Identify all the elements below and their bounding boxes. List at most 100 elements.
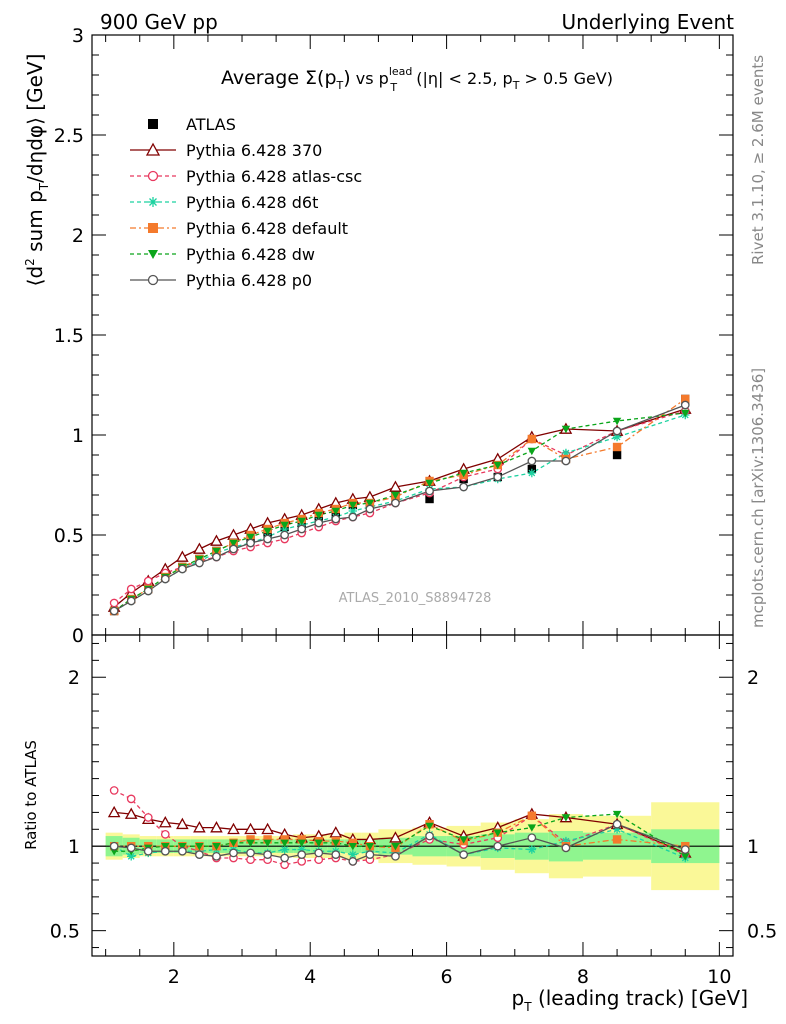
legend-label: Pythia 6.428 atlas-csc: [186, 167, 362, 186]
ratio-ylabel: Ratio to ATLAS: [22, 740, 40, 850]
data-point: [126, 596, 136, 606]
ratio-point: [331, 850, 341, 859]
ratio-point: [527, 811, 537, 820]
ratio-point: [329, 826, 343, 838]
ratio-point: [297, 845, 306, 854]
ratio-point: [210, 821, 223, 833]
ratio-point: [229, 848, 238, 858]
title-part: > 0.5 GeV): [519, 69, 613, 88]
data-point: [493, 461, 502, 470]
ratio-point: [527, 833, 537, 843]
header-right: Underlying Event: [561, 10, 734, 34]
analysis-watermark: ATLAS_2010_S8894728: [339, 591, 492, 606]
main-panel: 00.511.522.53 Average Σ(pT) vs plead T (|…: [23, 25, 734, 647]
y-tick-label: 2: [72, 225, 84, 247]
y-tick-label: 2.5: [54, 125, 84, 147]
data-point: [195, 558, 204, 568]
ratio-point: [348, 850, 358, 859]
data-point: [229, 544, 238, 554]
ratio-point: [143, 846, 153, 856]
data-point: [348, 512, 358, 522]
data-point: [527, 456, 537, 466]
ratio-point: [212, 842, 221, 851]
data-point: [391, 491, 400, 500]
ratio-y-tick-label-right: 2: [747, 667, 759, 689]
data-point: [425, 494, 434, 504]
data-point: [681, 409, 690, 418]
data-point: [193, 542, 206, 554]
title-part: Average: [221, 67, 305, 89]
series-line: [113, 408, 686, 608]
ratio-point: [263, 850, 272, 859]
data-point: [212, 552, 221, 562]
ratio-point: [109, 786, 119, 795]
data-point: [612, 417, 622, 426]
ratio-point: [159, 815, 172, 828]
ratio-point: [212, 851, 221, 861]
data-point: [493, 472, 503, 482]
x-tick-label: 4: [304, 966, 316, 988]
ratio-point: [348, 842, 358, 851]
ratio-point: [143, 813, 153, 822]
ratio-point: [612, 825, 622, 834]
ratio-point: [160, 846, 170, 856]
legend-marker: [147, 274, 159, 286]
ratio-point: [493, 829, 502, 837]
header-left: 900 GeV pp: [100, 10, 218, 34]
ylabel-part: T: [37, 182, 51, 191]
ratio-point: [263, 835, 272, 844]
ratio-point: [246, 848, 255, 858]
data-point: [246, 533, 255, 542]
ratio-point: [297, 839, 306, 848]
y-tick-label: 0.5: [54, 525, 84, 547]
data-point: [160, 574, 170, 584]
ratio-point: [126, 843, 136, 853]
ratio-point: [391, 851, 400, 861]
data-point: [178, 564, 187, 574]
data-point: [612, 426, 622, 436]
data-point: [280, 530, 289, 540]
ratio-point: [612, 819, 622, 829]
legend-label: ATLAS: [186, 115, 236, 134]
legend-marker: [148, 223, 158, 233]
main-ylabel: ⟨d2 sum pT/dηdφ⟩ [GeV]: [23, 54, 51, 287]
main-series-layer: [107, 394, 692, 616]
ratio-point: [561, 843, 571, 853]
data-point: [561, 456, 571, 466]
ratio-point: [459, 836, 468, 844]
data-point: [612, 432, 622, 442]
y-tick-label: 0: [72, 625, 84, 647]
data-point: [280, 521, 289, 530]
ratio-point: [389, 831, 402, 843]
data-point: [527, 468, 537, 478]
ratio-point: [109, 841, 119, 851]
data-point: [297, 524, 307, 534]
ratio-point: [107, 805, 121, 818]
data-point: [425, 479, 434, 488]
ratio-point: [280, 845, 289, 854]
data-point: [210, 534, 223, 546]
main-title: Average Σ(pT) vs plead T (|η| < 2.5, pT >…: [221, 65, 613, 94]
ratio-point: [493, 841, 503, 851]
ratio-point: [348, 838, 358, 848]
ratio-series-layer: [107, 786, 692, 870]
ratio-point: [612, 810, 622, 819]
legend: ATLAS Pythia 6.428 370 Pythia 6.428 atlas-…: [130, 115, 362, 290]
data-point: [176, 550, 189, 562]
legend-label: Pythia 6.428 dw: [186, 245, 315, 264]
ratio-frame: [91, 634, 734, 957]
data-point: [391, 498, 400, 508]
ratio-point: [391, 842, 400, 851]
ratio-point: [126, 794, 136, 804]
ratio-point: [331, 839, 340, 848]
ratio-panel: 0.5 0.5 1 1 2 2 2 4 6 8 10 Ratio to ATLAS pT (lead…: [22, 634, 777, 1014]
ratio-point: [527, 845, 537, 854]
legend-label: Pythia 6.428 p0: [186, 271, 312, 290]
legend-label: Pythia 6.428 370: [186, 141, 322, 160]
y-tick-label: 1.5: [54, 325, 84, 347]
data-point: [143, 576, 153, 586]
ratio-point: [127, 852, 136, 861]
legend-label: Pythia 6.428 d6t: [186, 193, 318, 212]
ratio-point: [178, 842, 187, 851]
